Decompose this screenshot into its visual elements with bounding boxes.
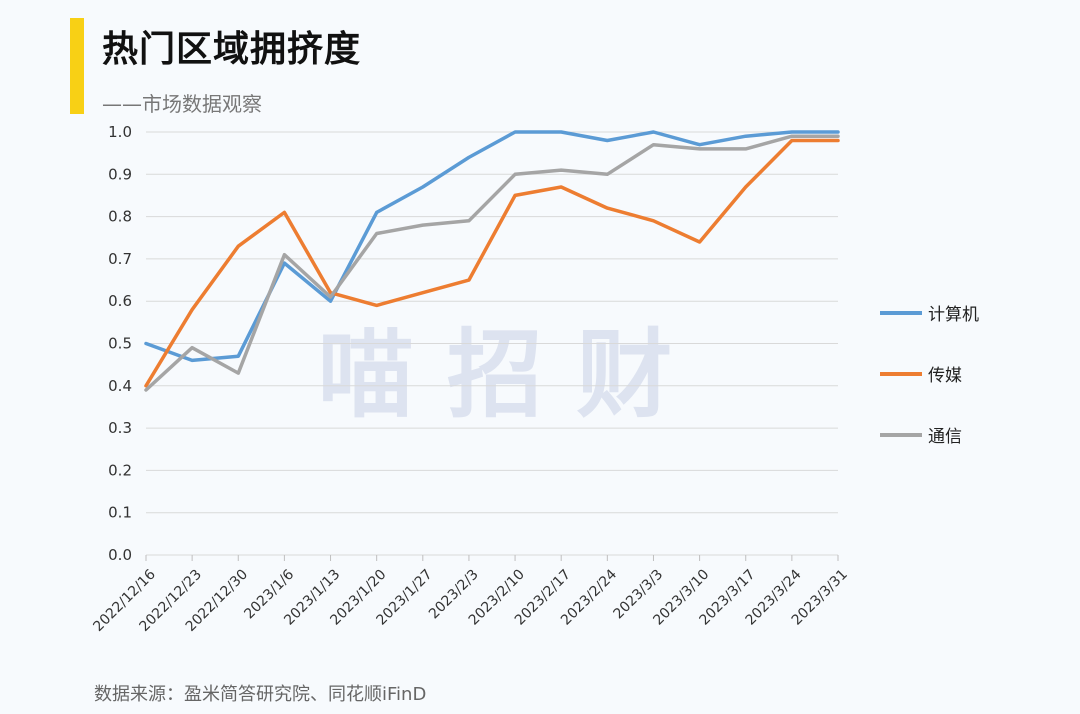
y-tick-label: 0.7 — [108, 250, 132, 268]
legend-label: 传媒 — [928, 366, 962, 386]
legend-label: 计算机 — [928, 305, 979, 325]
page-title: 热门区域拥挤度 — [102, 29, 362, 70]
y-tick-label: 0.2 — [108, 461, 132, 479]
y-tick-label: 0.3 — [108, 419, 132, 437]
y-tick-label: 0.1 — [108, 504, 132, 522]
y-tick-label: 0.9 — [108, 165, 132, 183]
y-tick-label: 0.8 — [108, 208, 132, 226]
legend-label: 通信 — [928, 427, 962, 447]
watermark-text: 喵 招 财 — [318, 319, 673, 431]
source-note: 数据来源：盈米简答研究院、同花顺iFinD — [94, 684, 427, 705]
series-line — [144, 138, 840, 388]
y-tick-label: 0.5 — [108, 335, 132, 353]
y-tick-label: 1.0 — [108, 123, 132, 141]
title-accent-bar — [70, 18, 84, 114]
y-tick-label: 0.6 — [108, 292, 132, 310]
page-subtitle: ——市场数据观察 — [102, 92, 262, 116]
series-line — [144, 134, 840, 392]
y-tick-label: 0.4 — [108, 377, 132, 395]
series-lines — [144, 130, 840, 392]
y-tick-label: 0.0 — [108, 546, 132, 564]
